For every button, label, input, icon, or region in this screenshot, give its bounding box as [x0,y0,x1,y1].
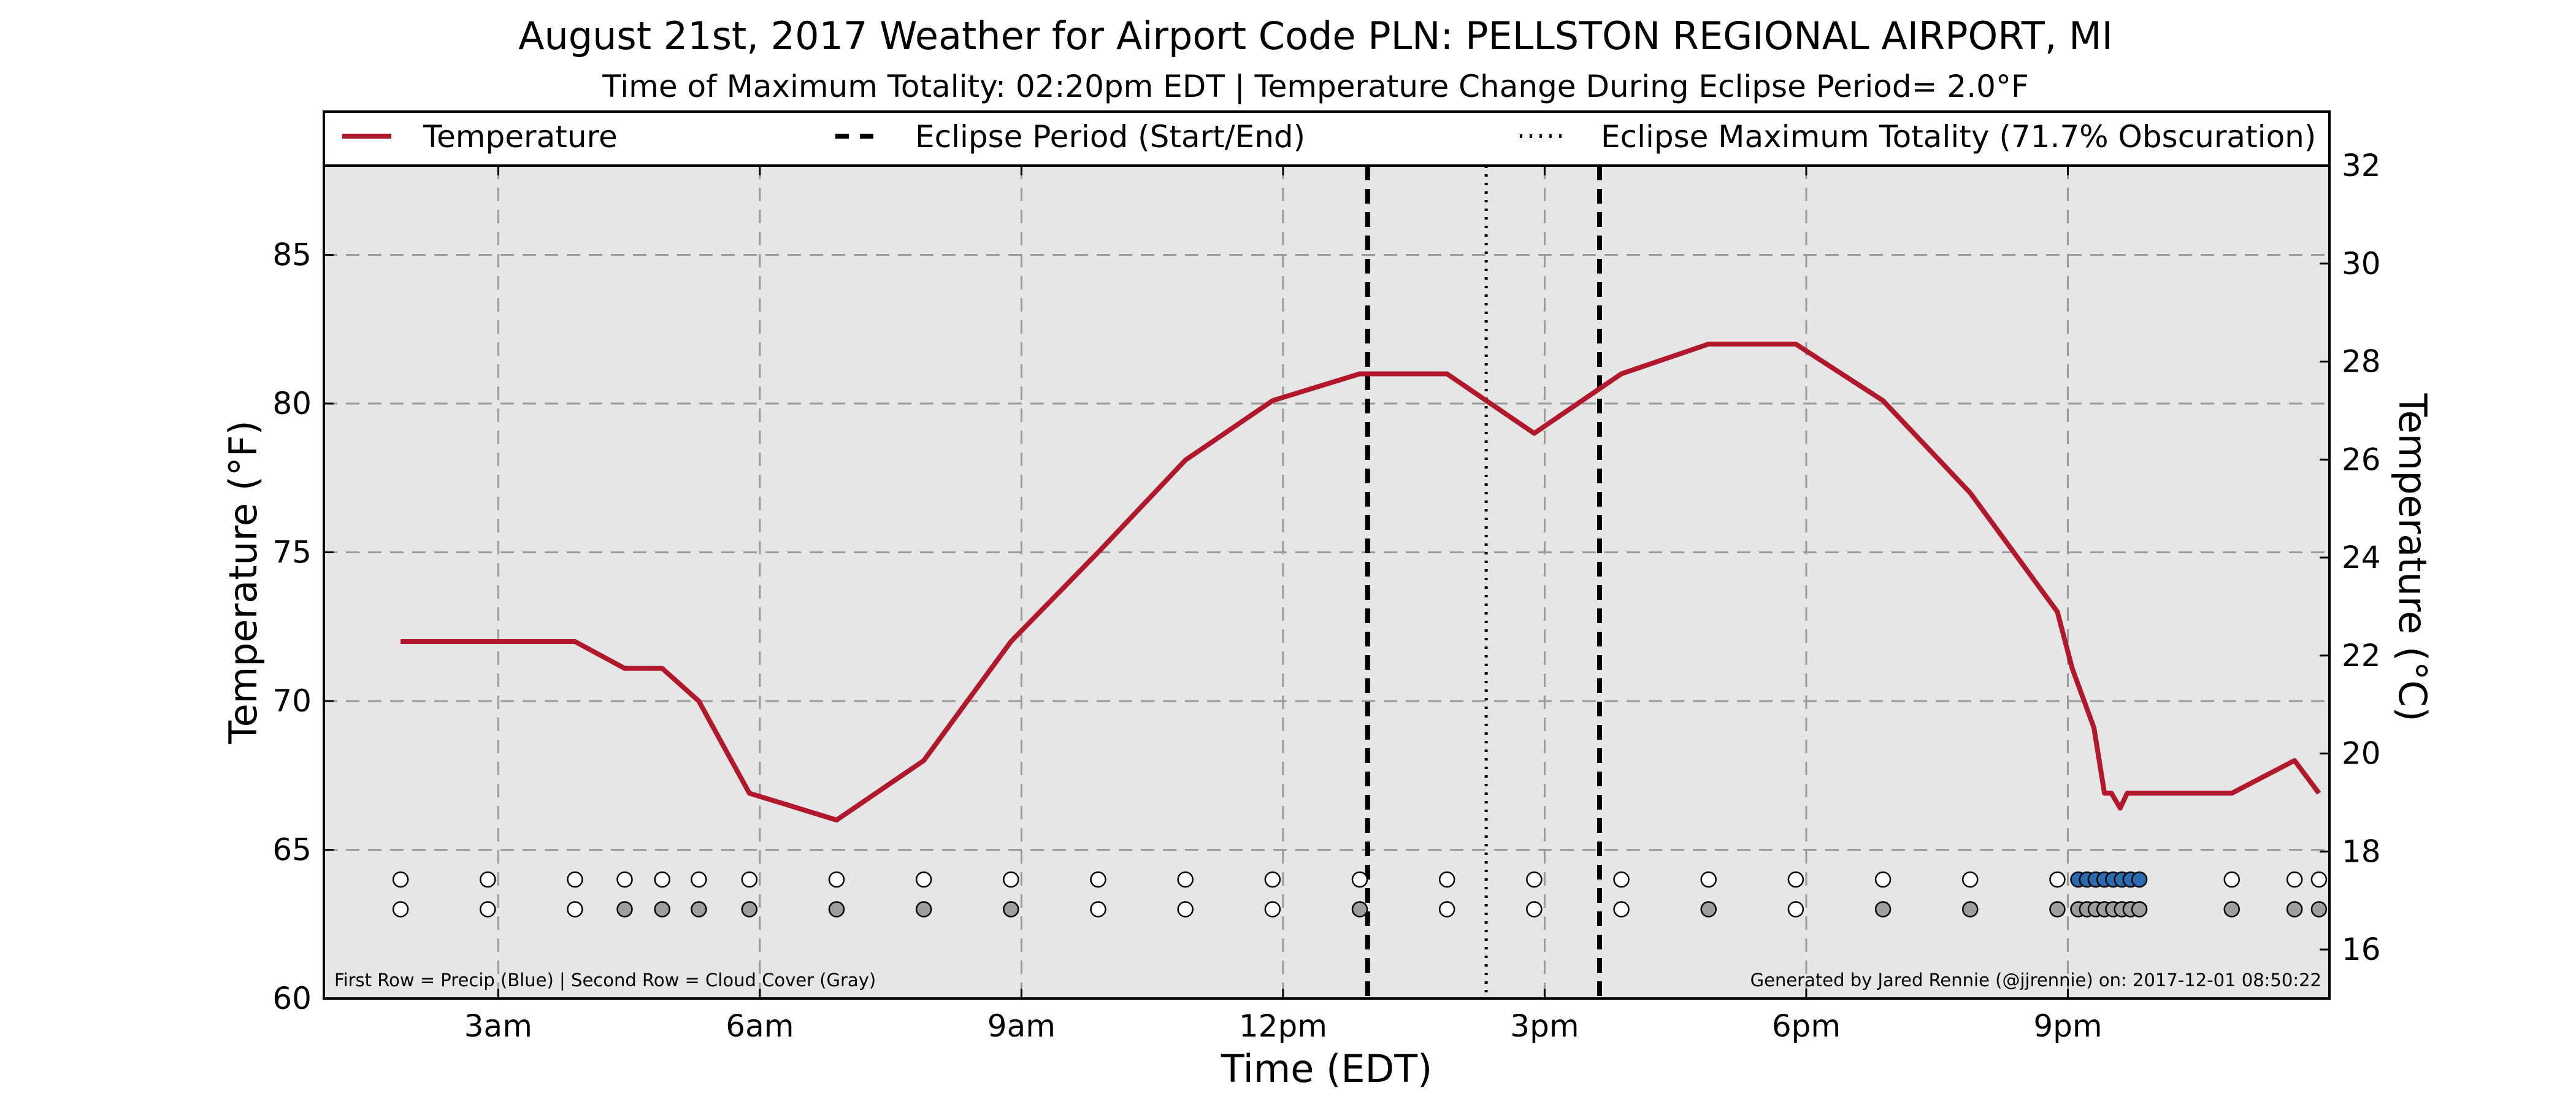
cloud-cover-marker [567,901,583,918]
cloud-cover-marker [1787,901,1804,918]
precip-marker [828,871,845,888]
precip-marker [2310,871,2328,888]
precip-marker [1787,871,1804,888]
precip-marker [1351,871,1368,888]
precip-marker [2131,871,2148,888]
cloud-cover-marker [1351,901,1368,918]
y-right-tick-label: 26 [2342,442,2381,477]
y-axis-label-left: Temperature (°F) [221,420,266,744]
legend-box [323,110,2331,167]
credit-text: Generated by Jared Rennie (@jjrennie) on… [1750,970,2321,991]
y-tick-label: 65 [272,832,312,868]
y-tick-label: 75 [272,535,312,570]
precip-marker [741,871,758,888]
grid-lines [324,166,2329,999]
y-axis-label-right: Temperature (°C) [2390,393,2435,721]
x-axis-label: Time (EDT) [1221,1046,1433,1091]
y-tick-label: 85 [272,237,312,273]
temperature-series-line [401,342,2321,822]
chart-title: August 21st, 2017 Weather for Airport Co… [518,13,2113,58]
precip-marker [480,871,496,888]
x-tick-label: 6am [726,1008,794,1044]
cloud-cover-marker [2310,901,2328,918]
cloud-cover-marker [1700,901,1717,918]
precip-marker [691,871,707,888]
plot-frame [323,164,2331,1000]
precip-marker [1874,871,1892,888]
precip-marker [915,871,932,888]
precip-marker [1961,871,1979,888]
cloud-cover-marker [1177,901,1194,918]
y-right-tick-label: 28 [2342,344,2381,380]
precip-marker [567,871,583,888]
y-axis-ticks-left: 60 65 70 75 80 85 [272,237,334,1016]
x-tick-label: 9pm [2033,1008,2102,1044]
precip-marker [616,871,633,888]
cloud-cover-marker [1090,901,1106,918]
precip-marker [1526,871,1543,888]
precip-marker [392,871,409,888]
cloud-cover-marker [2049,901,2066,918]
precip-marker [1700,871,1717,888]
cloud-cover-marker [828,901,845,918]
y-axis-ticks-right: 16 18 20 22 24 26 28 30 32 [2320,148,2381,967]
precip-marker [1090,871,1106,888]
markers-note: First Row = Precip (Blue) | Second Row =… [334,970,876,991]
x-tick-label: 6pm [1772,1008,1841,1044]
cloud-cover-marker [741,901,758,918]
cloud-cover-marker [480,901,496,918]
cloud-cover-marker [616,901,633,918]
x-tick-label: 12pm [1239,1008,1327,1044]
precip-marker [1264,871,1281,888]
y-tick-label: 80 [272,386,312,421]
y-tick-label: 60 [272,981,312,1016]
plot-area [324,166,2329,999]
cloud-cover-marker [915,901,932,918]
precip-marker [654,871,670,888]
cloud-cover-marker [2131,901,2148,918]
cloud-cover-marker [1613,901,1630,918]
y-right-tick-label: 18 [2342,834,2381,869]
cloud-cover-marker [1003,901,1019,918]
precip-marker [2049,871,2066,888]
precip-marker [1177,871,1194,888]
cloud-cover-marker [1526,901,1543,918]
legend-label-eclipse-period: Eclipse Period (Start/End) [915,119,1305,155]
precip-marker [1613,871,1630,888]
x-axis-ticks: 3am 6am 9am 12pm 3pm 6pm 9pm [464,166,2103,1044]
x-tick-label: 3pm [1510,1008,1579,1044]
precip-marker [2223,871,2241,888]
cloud-cover-marker [1438,901,1455,918]
y-right-tick-label: 22 [2342,638,2381,673]
cloud-cover-marker [2286,901,2303,918]
precip-marker [1438,871,1455,888]
cloud-cover-marker [392,901,409,918]
x-tick-label: 9am [987,1008,1056,1044]
cloud-cover-marker [2223,901,2241,918]
y-right-tick-label: 20 [2342,736,2381,772]
cloud-cover-marker [654,901,670,918]
y-right-tick-label: 32 [2342,148,2381,183]
cloud-cover-marker [691,901,707,918]
y-right-tick-label: 24 [2342,540,2381,575]
eclipse-lines [1365,166,1603,999]
chart-subtitle: Time of Maximum Totality: 02:20pm EDT | … [602,69,2028,104]
cloud-cover-marker [1961,901,1979,918]
cloud-cover-marker [1264,901,1281,918]
precip-marker [2286,871,2303,888]
y-tick-label: 70 [272,683,312,719]
y-right-tick-label: 30 [2342,246,2381,282]
precip-marker [1003,871,1019,888]
x-tick-label: 3am [464,1008,532,1044]
cloud-cover-marker [1874,901,1892,918]
legend-label-temperature: Temperature [423,119,618,155]
legend-label-eclipse-max: Eclipse Maximum Totality (71.7% Obscurat… [1601,119,2316,155]
y-right-tick-label: 16 [2342,932,2381,967]
weather-markers [392,871,2328,918]
